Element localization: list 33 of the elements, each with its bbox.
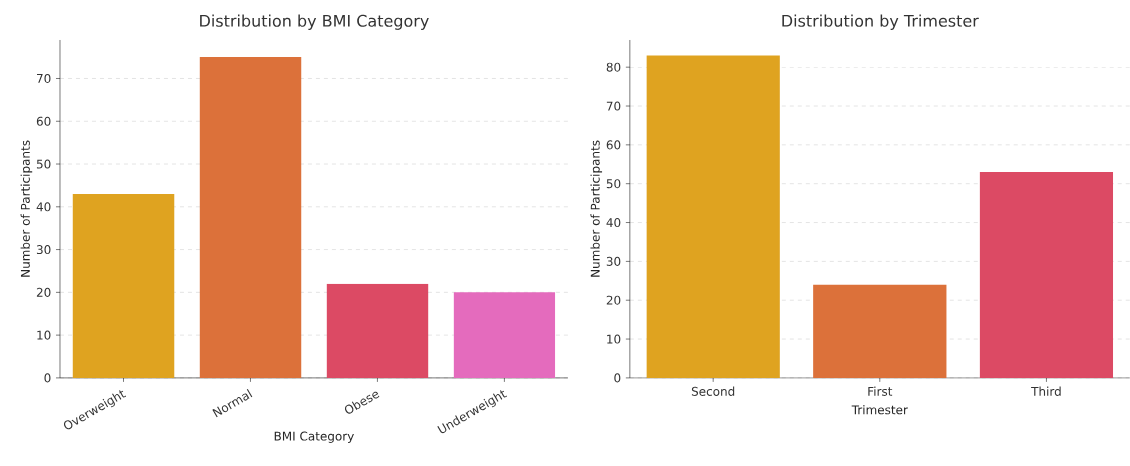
y-tick-label: 50	[36, 159, 51, 169]
x-tick-label: Third	[1031, 386, 1061, 396]
y-tick-label: 10	[37, 330, 51, 340]
y-tick-label: 60	[36, 116, 51, 126]
bar	[326, 283, 429, 378]
y-tick-label: 30	[36, 245, 51, 255]
bar	[72, 194, 175, 378]
bar	[813, 284, 947, 378]
bar	[453, 292, 556, 378]
x-tick-label: Second	[691, 386, 735, 396]
x-axis-title: BMI Category	[274, 431, 354, 443]
y-tick-label: 70	[37, 74, 51, 84]
chart-title: Distribution by BMI Category	[200, 14, 429, 31]
chart-title: Distribution by Trimester	[782, 14, 979, 31]
y-tick-label: 40	[36, 202, 51, 212]
x-axis-title: Trimester	[851, 405, 908, 415]
y-tick-label: 20	[36, 287, 51, 297]
y-tick-label: 0	[44, 373, 51, 383]
y-axis-title: Number of Participants	[590, 140, 603, 277]
y-tick-label: 50	[606, 179, 621, 189]
y-tick-label: 0	[614, 373, 621, 383]
x-tick-label: First	[868, 386, 893, 396]
y-tick-label: 20	[606, 295, 621, 305]
y-tick-label: 80	[606, 62, 621, 72]
y-axis-title: Number of Participants	[20, 140, 33, 277]
y-tick-label: 70	[606, 101, 621, 111]
bar	[646, 55, 780, 378]
y-tick-label: 60	[606, 140, 621, 150]
y-tick-label: 40	[606, 218, 621, 228]
y-tick-label: 30	[606, 256, 621, 266]
bar	[199, 57, 302, 378]
y-tick-label: 10	[607, 334, 621, 344]
bar	[979, 172, 1114, 378]
